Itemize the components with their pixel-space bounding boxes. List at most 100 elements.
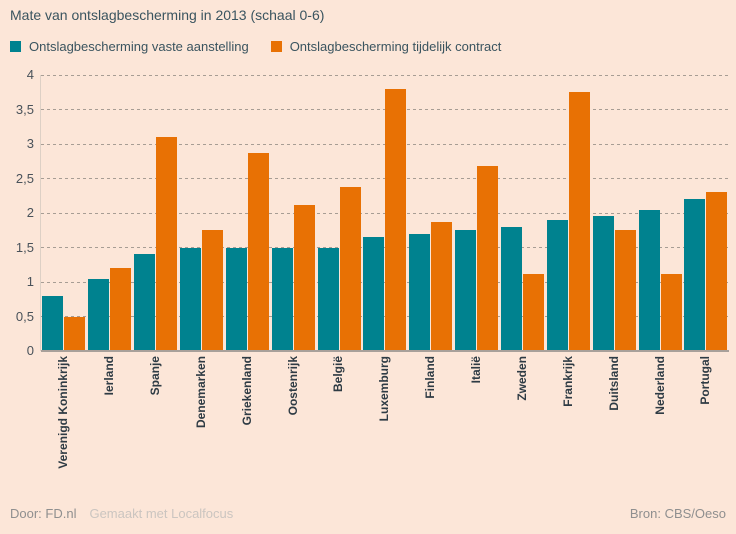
chart-title: Mate van ontslagbescherming in 2013 (sch…	[10, 7, 325, 23]
bar-group	[224, 75, 270, 351]
bar-group	[179, 75, 225, 351]
bar-tijdelijk[interactable]	[293, 204, 315, 351]
bar-vast[interactable]	[592, 216, 614, 351]
x-category-cell: Nederland	[637, 356, 683, 415]
y-axis: 0 0,5 1 1,5 2 2,5 3 3,5 4	[0, 67, 34, 358]
x-category-label: Griekenland	[239, 356, 254, 426]
bar-group	[637, 75, 683, 351]
x-category-cell: Spanje	[133, 356, 179, 395]
bar-vast[interactable]	[409, 233, 431, 351]
bar-group	[545, 75, 591, 351]
bar-tijdelijk[interactable]	[385, 88, 407, 351]
bar-vast[interactable]	[638, 209, 660, 351]
x-category-label: Zweden	[514, 356, 529, 401]
x-category-label: Oostenrijk	[285, 356, 300, 416]
legend-item-1: Ontslagbescherming tijdelijk contract	[270, 39, 501, 54]
bar-vast[interactable]	[363, 237, 385, 351]
gridline	[41, 212, 729, 214]
gridline	[41, 109, 729, 110]
credit-tool: Gemaakt met Localfocus	[89, 506, 234, 521]
y-axis-line	[40, 75, 41, 351]
x-category-label: België	[331, 356, 346, 393]
x-category-label: Portugal	[698, 356, 713, 405]
footer: Door: FD.nl Gemaakt met Localfocus Bron:…	[0, 506, 736, 521]
bar-group	[87, 75, 133, 351]
x-category-label: Denemarken	[193, 356, 208, 429]
bar-group	[591, 75, 637, 351]
bar-group	[500, 75, 546, 351]
bar-tijdelijk[interactable]	[247, 152, 269, 351]
bar-tijdelijk[interactable]	[614, 230, 636, 351]
x-axis-labels: Verenigd Koninkrijk Ierland Spanje Denemark…	[41, 356, 729, 490]
y-tick-label: 2	[26, 205, 34, 220]
x-category-cell: Duitsland	[591, 356, 637, 411]
y-tick-label: 0,5	[15, 308, 34, 324]
x-category-cell: Oostenrijk	[270, 356, 316, 415]
bar-vast[interactable]	[317, 247, 339, 351]
bar-vast[interactable]	[501, 226, 523, 351]
bar-vast[interactable]	[225, 247, 247, 351]
y-tick-label: 2,5	[15, 170, 34, 186]
y-tick-label: 1	[26, 274, 34, 289]
bar-tijdelijk[interactable]	[202, 230, 223, 351]
y-tick-label: 3,5	[15, 101, 34, 117]
y-tick-label: 4	[26, 67, 34, 82]
bar-vast[interactable]	[42, 295, 64, 351]
bar-tijdelijk[interactable]	[64, 316, 86, 351]
x-category-label: Frankrijk	[560, 356, 575, 407]
x-category-label: Nederland	[652, 356, 667, 415]
y-tick-label: 0	[26, 343, 34, 358]
bar-group	[316, 75, 362, 351]
bar-tijdelijk[interactable]	[477, 166, 499, 351]
bar-tijdelijk[interactable]	[431, 221, 453, 351]
y-tick-label: 1,5	[15, 239, 34, 255]
bar-group	[41, 75, 87, 351]
legend: Ontslagbescherming vaste aanstelling Onts…	[10, 39, 501, 54]
bar-vast[interactable]	[134, 254, 156, 351]
x-category-cell: België	[316, 356, 362, 392]
x-category-cell: Ierland	[87, 356, 133, 395]
x-category-label: Ierland	[102, 356, 117, 396]
x-category-cell: Denemarken	[179, 356, 225, 428]
x-category-label: Finland	[423, 356, 438, 399]
bar-vast[interactable]	[455, 230, 477, 351]
bar-tijdelijk[interactable]	[568, 92, 590, 351]
bar-vast[interactable]	[271, 247, 293, 351]
x-category-cell: Luxemburg	[362, 356, 408, 421]
x-category-cell: Verenigd Koninkrijk	[41, 356, 87, 469]
x-category-label: Luxemburg	[377, 356, 392, 422]
bar-tijdelijk[interactable]	[156, 137, 178, 351]
x-category-label: Spanje	[148, 356, 163, 396]
bar-vast[interactable]	[684, 199, 706, 351]
gridline	[41, 281, 729, 283]
x-category-label: Italië	[469, 356, 484, 384]
credit-author: Door: FD.nl	[10, 506, 77, 521]
bar-group	[683, 75, 729, 351]
gridline	[41, 178, 729, 179]
gridline	[41, 247, 729, 248]
footer-credits: Door: FD.nl Gemaakt met Localfocus	[10, 506, 233, 521]
bar-group	[133, 75, 179, 351]
x-category-cell: Portugal	[683, 356, 729, 405]
bar-group	[454, 75, 500, 351]
bar-tijdelijk[interactable]	[110, 268, 132, 351]
bar-tijdelijk[interactable]	[523, 273, 545, 351]
x-category-label: Duitsland	[606, 356, 621, 411]
x-category-cell: Finland	[408, 356, 454, 399]
bar-tijdelijk[interactable]	[339, 186, 361, 351]
x-category-cell: Zweden	[500, 356, 546, 401]
credit-source: Bron: CBS/Oeso	[629, 506, 726, 521]
bar-tijdelijk[interactable]	[706, 192, 728, 351]
legend-item-0: Ontslagbescherming vaste aanstelling	[10, 39, 249, 54]
bar-group	[408, 75, 454, 351]
x-category-cell: Italië	[454, 356, 500, 383]
bar-vast[interactable]	[546, 219, 568, 351]
gridline	[41, 316, 729, 317]
x-axis-line	[41, 350, 729, 352]
bar-group	[270, 75, 316, 351]
bar-vast[interactable]	[180, 247, 201, 351]
bar-tijdelijk[interactable]	[660, 273, 682, 351]
bar-vast[interactable]	[88, 278, 110, 351]
legend-label: Ontslagbescherming vaste aanstelling	[29, 39, 249, 54]
